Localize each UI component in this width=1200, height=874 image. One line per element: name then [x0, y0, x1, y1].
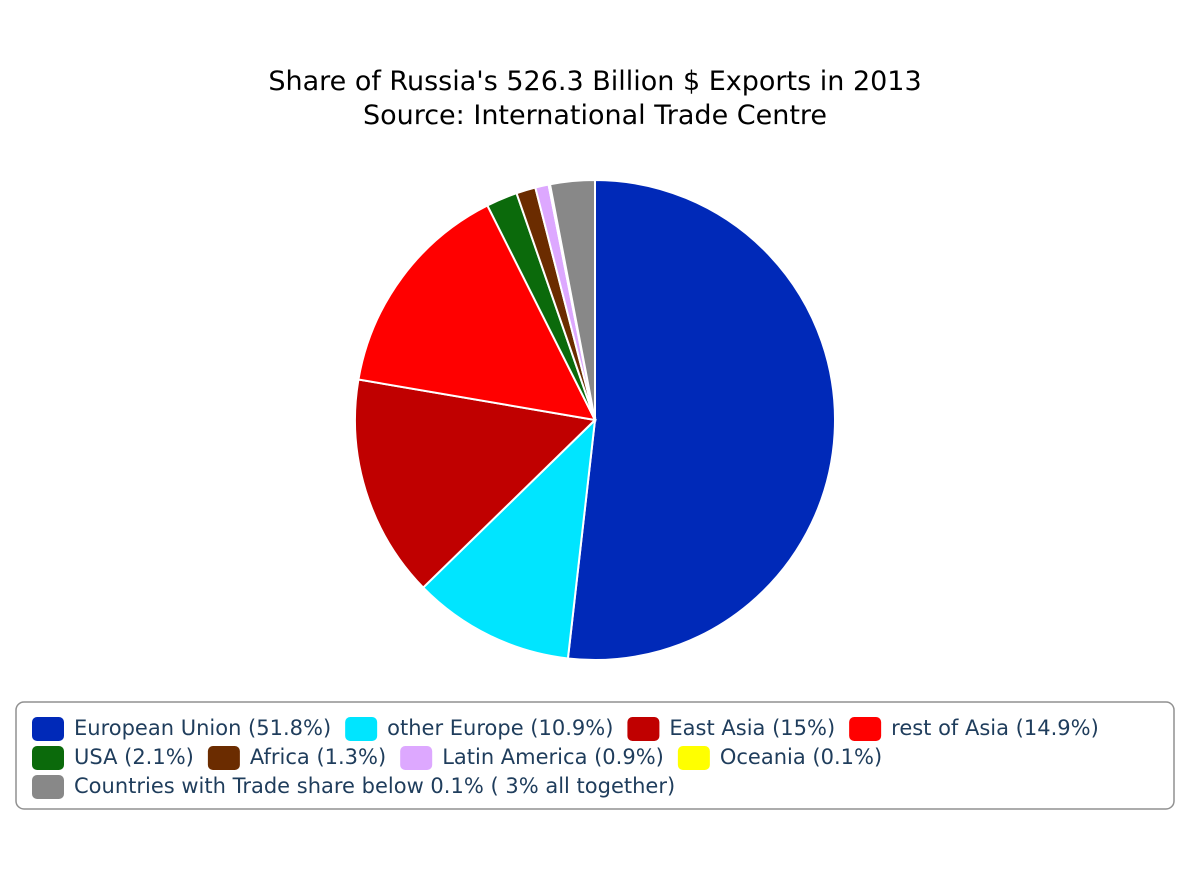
- legend-swatch: [32, 746, 64, 770]
- legend-swatch: [32, 775, 64, 799]
- legend-swatch: [677, 746, 710, 770]
- pie-slice: [566, 178, 836, 661]
- legend-text: other Europe (10.9%): [387, 716, 613, 740]
- legend-text: European Union (51.8%): [74, 716, 331, 740]
- legend-swatch: [400, 746, 433, 770]
- legend-text: Countries with Trade share below 0.1% ( …: [74, 774, 675, 798]
- legend-text: Oceania (0.1%): [720, 745, 882, 769]
- pie-slice: [354, 378, 598, 589]
- pie-slice: [421, 417, 597, 660]
- pie: [354, 178, 836, 661]
- legend-item: other Europe (10.9%): [345, 716, 613, 741]
- legend: European Union (51.8%) other Europe (10.9…: [32, 716, 1099, 799]
- legend-text: Latin America (0.9%): [442, 745, 664, 769]
- legend-text: East Asia (15%): [669, 716, 835, 740]
- pie-slice: [548, 178, 596, 421]
- legend-swatch: [32, 717, 64, 741]
- legend-item: rest of Asia (14.9%): [849, 716, 1099, 741]
- legend-box: [15, 701, 1175, 810]
- chart-title: Share of Russia's 526.3 Billion $ Export…: [268, 66, 921, 97]
- legend-swatch: [207, 746, 240, 770]
- legend-text: rest of Asia (14.9%): [891, 716, 1099, 740]
- legend-item: Africa (1.3%): [207, 745, 386, 770]
- legend-item: Latin America (0.9%): [400, 745, 664, 770]
- legend-text: Africa (1.3%): [250, 745, 386, 769]
- legend-item: USA (2.1%): [32, 745, 194, 770]
- legend-item: Countries with Trade share below 0.1% ( …: [32, 774, 675, 799]
- legend-swatch: [849, 717, 882, 741]
- legend-text: USA (2.1%): [74, 745, 194, 769]
- legend-item: Oceania (0.1%): [677, 745, 882, 770]
- chart-subtitle: Source: International Trade Centre: [363, 100, 827, 131]
- legend-item: European Union (51.8%): [32, 716, 331, 741]
- legend-swatch: [345, 717, 378, 741]
- pie-slice: [357, 204, 597, 422]
- legend-swatch: [627, 717, 660, 741]
- legend-item: East Asia (15%): [627, 716, 835, 741]
